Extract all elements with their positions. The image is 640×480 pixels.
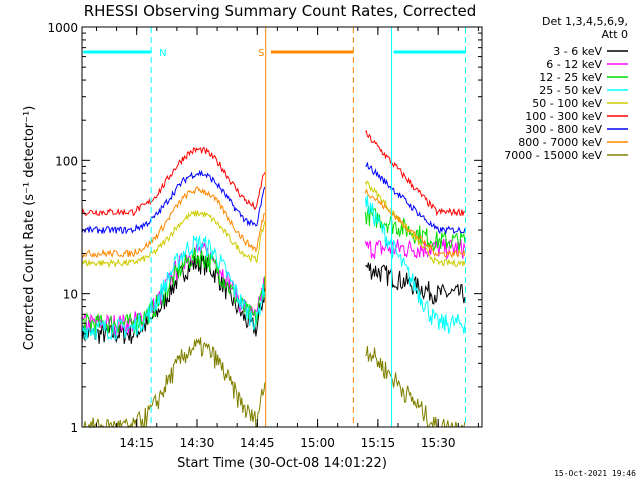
series-line-pre: [81, 209, 266, 269]
legend-entry: 800 - 7000 keV: [518, 136, 628, 149]
legend-entry: 6 - 12 keV: [546, 58, 628, 71]
series-line-pre: [81, 235, 266, 342]
series-line-post: [365, 262, 466, 305]
legend-entry-label: 300 - 800 keV: [525, 123, 602, 136]
x-tick-label: 14:45: [240, 436, 275, 450]
plot-area: [81, 130, 466, 429]
y-tick-label: 100: [55, 154, 78, 168]
axes: 14:15 14:30 14:45 15:00 15:15 15:30 1 10 100 1000: [47, 21, 483, 450]
series-line-pre: [81, 247, 266, 335]
series-line-pre: [81, 146, 266, 217]
x-tick-label: 14:15: [119, 436, 154, 450]
series-line-pre: [82, 337, 266, 429]
legend-entry: 300 - 800 keV: [525, 123, 628, 136]
x-tick-label: 15:15: [361, 436, 396, 450]
y-tick-label: 10: [63, 288, 78, 302]
y-tick-label: 1000: [47, 21, 78, 35]
legend-entry: 25 - 50 keV: [539, 84, 628, 97]
legend-entry-label: 800 - 7000 keV: [518, 136, 602, 149]
series-line-pre: [81, 169, 266, 235]
chart-title: RHESSI Observing Summary Count Rates, Co…: [84, 2, 477, 20]
legend-entry-label: 6 - 12 keV: [546, 58, 602, 71]
series-25-50-kev: [81, 195, 466, 342]
x-tick-label: 14:30: [180, 436, 215, 450]
series-800-7000-kev: [81, 186, 466, 259]
legend-entry-label: 3 - 6 keV: [553, 45, 602, 58]
legend-entry-label: 50 - 100 keV: [532, 97, 602, 110]
y-tick-label: 1: [70, 421, 78, 435]
series-line-post: [365, 130, 466, 217]
legend-entry-label: 7000 - 15000 keV: [504, 149, 602, 162]
legend-entry: 100 - 300 keV: [525, 110, 628, 123]
series-line-post: [365, 345, 466, 428]
legend-entry: 7000 - 15000 keV: [504, 149, 628, 162]
series-line-pre: [81, 186, 266, 259]
legend-header-line-1: Det 1,3,4,5,6,9,: [542, 15, 628, 28]
legend-header-line-2: Att 0: [602, 28, 628, 41]
series-line-post: [364, 195, 466, 335]
footer-timestamp: 15-Oct-2021 19:46: [554, 469, 636, 478]
series-line-post: [364, 238, 466, 261]
saa-marker-label: S: [258, 48, 264, 59]
series-7000-15000-kev: [82, 337, 466, 429]
legend-entry-label: 12 - 25 keV: [539, 71, 602, 84]
plot-frame: [81, 26, 483, 428]
series-300-800-kev: [81, 162, 466, 235]
legend-entry: 3 - 6 keV: [553, 45, 628, 58]
night-marker-label: N: [159, 48, 166, 59]
legend-entry-label: 25 - 50 keV: [539, 84, 602, 97]
x-axis-label: Start Time (30-Oct-08 14:01:22): [177, 456, 387, 471]
y-axis-label: Corrected Count Rate (s⁻¹ detector⁻¹): [22, 106, 37, 351]
x-tick-label: 15:00: [300, 436, 335, 450]
series-line-post: [364, 188, 466, 259]
legend-entry: 12 - 25 keV: [539, 71, 628, 84]
series-100-300-kev: [81, 130, 466, 217]
legend-entry-label: 100 - 300 keV: [525, 110, 602, 123]
series-line-post: [365, 162, 466, 235]
x-tick-label: 15:30: [421, 436, 456, 450]
legend-entry: 50 - 100 keV: [532, 97, 628, 110]
